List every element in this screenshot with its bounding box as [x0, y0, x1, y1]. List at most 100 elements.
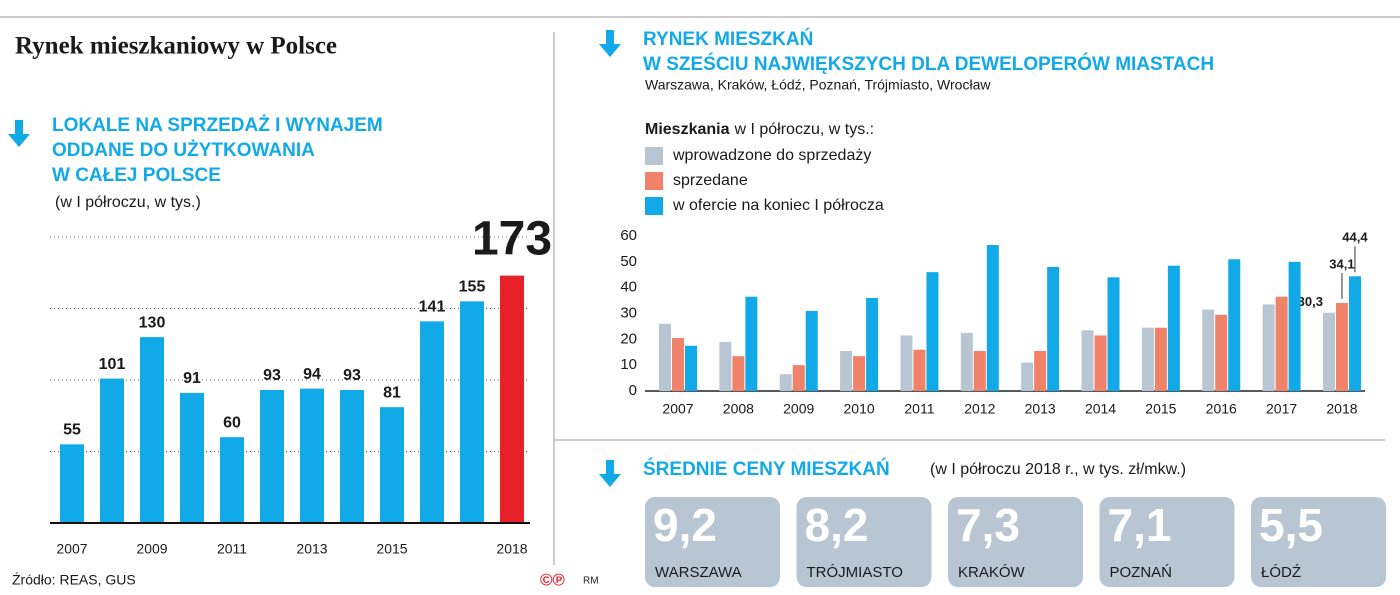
price-value: 7,1 [1108, 499, 1172, 551]
x-tick-label: 2008 [723, 401, 754, 417]
chart-title: W SZEŚCIU NAJWIĘKSZYCH DLA DEWELOPERÓW M… [643, 53, 1214, 75]
value-label: 141 [419, 299, 446, 316]
value-label: 155 [459, 279, 486, 296]
value-label: 34,1 [1329, 256, 1354, 271]
value-label: 101 [99, 356, 126, 373]
bar [986, 245, 999, 391]
y-tick-label: 40 [620, 279, 637, 296]
x-tick-label: 2016 [1206, 401, 1237, 417]
x-tick-label: 2009 [136, 541, 167, 557]
bar [672, 338, 684, 391]
x-tick-label: 2015 [1145, 401, 1176, 417]
arrow-icon [8, 120, 30, 147]
y-tick-label: 30 [620, 304, 637, 321]
bar [1215, 314, 1228, 391]
x-tick-label: 2007 [56, 541, 87, 557]
legend-title-text: w I półroczu, w tys.: [733, 121, 874, 138]
x-tick-label: 2011 [904, 401, 934, 417]
x-tick-label: 2017 [1266, 401, 1297, 417]
bar [340, 390, 364, 523]
chart-title: RYNEK MIESZKAŃ [643, 28, 813, 50]
bar [1348, 276, 1361, 391]
value-label: 60 [223, 414, 241, 431]
bar [1141, 327, 1154, 391]
bar [380, 407, 404, 523]
bar [719, 341, 732, 391]
bar [180, 392, 204, 523]
value-label: 130 [139, 314, 166, 331]
legend-title-bold: Mieszkania [645, 121, 730, 138]
value-label: 30,3 [1298, 294, 1323, 309]
chart-subtitle: Warszawa, Kraków, Łódź, Poznań, Trójmias… [645, 77, 991, 93]
bar [1021, 362, 1034, 391]
bar [1094, 335, 1107, 391]
chart-title: ODDANE DO UŻYTKOWANIA [52, 140, 315, 161]
bar [220, 437, 244, 523]
chart-subtitle: (w I półroczu, w tys.) [55, 194, 201, 211]
bar [1107, 277, 1120, 391]
bar [1047, 267, 1060, 391]
prices-title: ŚREDNIE CENY MIESZKAŃ [643, 458, 890, 480]
bar [900, 335, 913, 391]
price-value: 9,2 [653, 499, 717, 551]
bar [779, 374, 792, 391]
bar [500, 275, 524, 523]
legend-swatch [645, 147, 663, 165]
bar [1034, 350, 1047, 391]
value-label: 173 [472, 212, 552, 265]
copyright-initials: RM [583, 576, 599, 587]
price-box [1251, 497, 1386, 587]
bar [792, 365, 805, 391]
chart-title: LOKALE NA SPRZEDAŻ I WYNAJEM [52, 115, 383, 136]
x-tick-label: 2018 [1326, 401, 1357, 417]
price-city: WARSZAWA [655, 564, 742, 581]
x-tick-label: 2013 [1025, 401, 1056, 417]
legend-title: Mieszkania w I półroczu, w tys.: [645, 121, 874, 138]
value-label: 93 [263, 367, 281, 384]
bar [460, 301, 484, 523]
x-tick-label: 2010 [844, 401, 875, 417]
price-value: 8,2 [805, 499, 869, 551]
bar [1154, 327, 1167, 391]
bar [100, 378, 124, 523]
bar [659, 323, 671, 391]
bar [140, 337, 164, 523]
y-tick-label: 0 [629, 382, 637, 399]
value-label: 93 [343, 367, 361, 384]
bar [805, 310, 818, 391]
bar [866, 298, 879, 391]
value-label: 55 [63, 422, 81, 439]
price-value: 5,5 [1259, 499, 1323, 551]
x-tick-label: 2013 [296, 541, 327, 557]
x-tick-label: 2015 [376, 541, 407, 557]
bar [1335, 302, 1348, 391]
bar [260, 390, 284, 523]
bar [1081, 330, 1094, 391]
price-city: ŁÓDŹ [1261, 564, 1301, 581]
value-label: 91 [183, 370, 201, 387]
value-label: 81 [383, 384, 401, 401]
x-tick-label: 2011 [217, 541, 247, 557]
bar [840, 350, 853, 391]
legend-label: wprowadzone do sprzedaży [672, 147, 871, 164]
value-label: 94 [303, 366, 321, 383]
bar [1262, 304, 1275, 391]
bar [960, 332, 973, 391]
price-box [1099, 497, 1235, 587]
x-tick-label: 2007 [662, 401, 693, 417]
y-tick-label: 60 [620, 227, 637, 244]
bar [1167, 265, 1180, 391]
bar [300, 388, 324, 523]
bar [973, 350, 986, 391]
price-city: KRAKÓW [958, 564, 1026, 581]
arrow-icon [599, 460, 621, 487]
legend-swatch [645, 172, 663, 190]
price-box [645, 497, 780, 587]
bar [1202, 309, 1215, 391]
bar [685, 345, 697, 391]
y-tick-label: 20 [620, 330, 637, 347]
bar [60, 444, 84, 523]
arrow-icon [599, 30, 621, 57]
x-tick-label: 2014 [1085, 401, 1116, 417]
